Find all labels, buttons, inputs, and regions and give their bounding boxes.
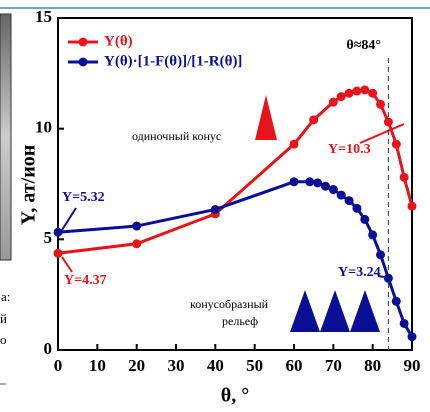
legend-marker bbox=[78, 57, 88, 67]
y-tick-label: 5 bbox=[44, 228, 53, 247]
data-point bbox=[407, 201, 417, 211]
data-point bbox=[360, 214, 370, 224]
x-tick-label: 30 bbox=[168, 356, 185, 375]
cone-icon bbox=[255, 95, 277, 140]
data-point bbox=[376, 250, 386, 260]
y-axis-label: Y, ат/ион bbox=[18, 145, 40, 226]
annotation: Y=5.32 bbox=[62, 190, 105, 205]
reference-label: θ≈84° bbox=[346, 38, 381, 53]
y-tick-label: 0 bbox=[44, 339, 53, 358]
annotation: Y=3.24 bbox=[338, 265, 381, 280]
y-tick-label: 10 bbox=[35, 118, 52, 137]
data-point bbox=[368, 88, 378, 98]
arrow bbox=[359, 123, 405, 144]
data-point bbox=[344, 196, 354, 206]
y-tick-label: 15 bbox=[35, 7, 52, 26]
data-point bbox=[320, 181, 330, 191]
data-point bbox=[132, 239, 142, 249]
legend-marker bbox=[78, 37, 88, 47]
x-tick-label: 20 bbox=[128, 356, 145, 375]
fragment: й bbox=[0, 311, 7, 326]
data-point bbox=[391, 296, 401, 306]
data-point bbox=[132, 221, 142, 231]
annotation: Y=10.3 bbox=[328, 142, 371, 157]
x-tick-label: 70 bbox=[325, 356, 342, 375]
data-point bbox=[352, 86, 362, 96]
legend-label: Y(θ) bbox=[104, 33, 133, 49]
data-point bbox=[399, 318, 409, 328]
legend-label: Y(θ)·[1-F(θ)]/[1-R(θ)] bbox=[104, 53, 242, 69]
data-point bbox=[360, 85, 370, 95]
x-tick-label: 90 bbox=[404, 356, 421, 375]
x-tick-label: 0 bbox=[54, 356, 63, 375]
x-tick-label: 40 bbox=[207, 356, 224, 375]
fragment: а: bbox=[1, 289, 10, 304]
data-point bbox=[53, 227, 63, 237]
arrow bbox=[61, 256, 73, 273]
data-point bbox=[289, 177, 299, 187]
data-point bbox=[336, 190, 346, 200]
data-point bbox=[383, 117, 393, 127]
data-point bbox=[391, 139, 401, 149]
data-point bbox=[368, 230, 378, 240]
arrow bbox=[61, 207, 77, 231]
data-point bbox=[407, 332, 417, 342]
data-point bbox=[289, 139, 299, 149]
data-point bbox=[305, 177, 315, 187]
data-point bbox=[344, 88, 354, 98]
data-point bbox=[53, 248, 63, 258]
x-tick-label: 60 bbox=[286, 356, 303, 375]
page-frame bbox=[0, 7, 430, 9]
x-tick-label: 10 bbox=[89, 356, 106, 375]
x-axis-label: θ, ° bbox=[221, 385, 249, 407]
data-point bbox=[383, 273, 393, 283]
left-image bbox=[0, 13, 12, 261]
data-point bbox=[313, 178, 323, 188]
x-tick-label: 50 bbox=[246, 356, 263, 375]
relief-icon bbox=[290, 290, 380, 332]
data-point bbox=[399, 172, 409, 182]
data-point bbox=[376, 99, 386, 109]
fragment: о bbox=[0, 332, 7, 347]
annotation: одиночный конус bbox=[132, 129, 221, 143]
annotation: конусобразный bbox=[190, 297, 269, 311]
x-tick-label: 80 bbox=[364, 356, 381, 375]
data-point bbox=[328, 97, 338, 107]
data-point bbox=[352, 203, 362, 213]
data-point bbox=[336, 92, 346, 102]
annotation: рельеф bbox=[222, 314, 258, 328]
data-point bbox=[210, 204, 220, 214]
data-point bbox=[328, 185, 338, 195]
data-point bbox=[309, 115, 319, 125]
plot-frame bbox=[57, 17, 413, 351]
annotation: Y=4.37 bbox=[64, 273, 107, 288]
